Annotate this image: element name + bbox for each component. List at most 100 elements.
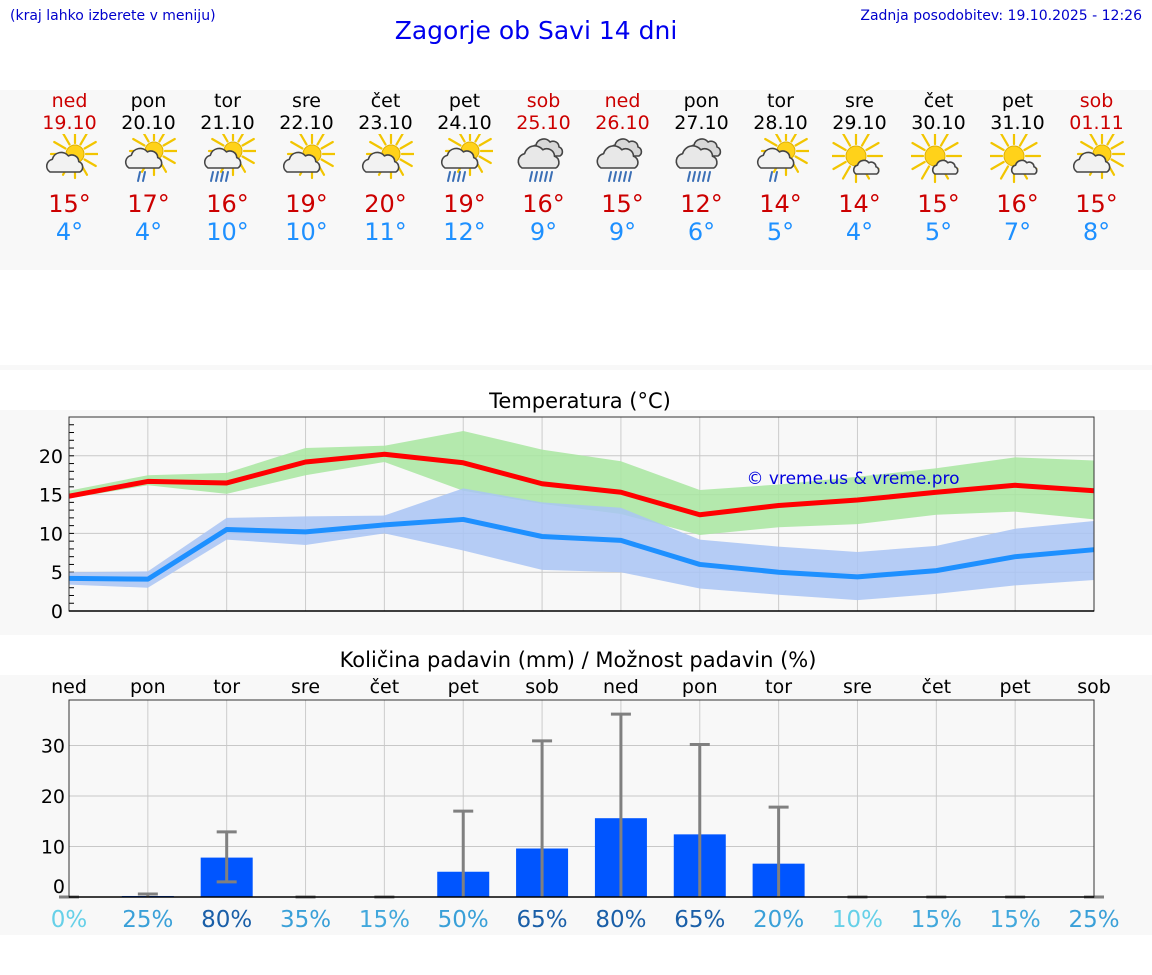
day-name: tor [767, 90, 794, 112]
tmax-line [68, 451, 1095, 518]
day-date: 24.10 [437, 112, 492, 134]
partly-cloudy-sun-light-rain-icon [124, 134, 177, 182]
forecast-day: tor 21.10 16° 10° [188, 90, 267, 246]
separator [0, 365, 1152, 370]
precipitation-day-label: ned [603, 676, 639, 698]
day-date: 01.11 [1069, 112, 1124, 134]
forecast-day: sob 25.10 16° 9° [504, 90, 583, 246]
min-temp: 9° [608, 218, 637, 246]
day-date: 30.10 [911, 112, 966, 134]
max-temp: 16° [996, 190, 1039, 218]
min-temp: 10° [206, 218, 249, 246]
precipitation-probability-label: 65% [517, 907, 568, 933]
precipitation-day-label: pet [1000, 676, 1031, 698]
precipitation-day-label: sob [1077, 676, 1111, 698]
weather-icon-holder [741, 134, 820, 190]
precipitation-day-label: sob [525, 676, 559, 698]
precipitation-probability-label: 10% [832, 907, 883, 933]
min-temp: 10° [285, 218, 328, 246]
sun-small-cloud-icon [989, 134, 1041, 184]
precipitation-probability-label: 0% [51, 907, 88, 933]
precipitation-day-label: sre [843, 676, 872, 698]
precipitation-y-tick-label: 20 [41, 786, 65, 808]
max-temp: 14° [838, 190, 881, 218]
forecast-day: sre 29.10 14° 4° [820, 90, 899, 246]
day-name: pon [130, 90, 167, 112]
page-title: Zagorje ob Savi 14 dni [394, 16, 678, 45]
day-name: pon [683, 90, 720, 112]
precipitation-day-label: pon [682, 676, 718, 698]
max-temp: 15° [1075, 190, 1118, 218]
day-name: sob [526, 90, 561, 112]
precipitation-day-label: pon [130, 676, 166, 698]
partly-cloudy-sun-icon [45, 134, 98, 180]
min-temp: 5° [766, 218, 795, 246]
day-date: 22.10 [279, 112, 334, 134]
precipitation-probability-label: 80% [201, 907, 252, 933]
temperature-chart: Temperatura (°C) 0 5 10 15 20 © vreme.us & vre… [39, 389, 1095, 623]
max-temp: 17° [127, 190, 170, 218]
day-date: 25.10 [516, 112, 571, 134]
day-date: 19.10 [42, 112, 97, 134]
min-temp: 12° [443, 218, 486, 246]
partly-cloudy-sun-rain-icon [203, 134, 256, 182]
partly-cloudy-sun-icon [1072, 134, 1125, 180]
temperature-y-tick-label: 10 [39, 523, 63, 545]
day-date: 21.10 [200, 112, 255, 134]
weather-icon-holder [583, 134, 662, 190]
weather-icon-holder [109, 134, 188, 190]
forecast-day: tor 28.10 14° 5° [741, 90, 820, 246]
precipitation-probability-label: 25% [1068, 907, 1119, 933]
precipitation-day-label: ned [51, 676, 87, 698]
forecast-day: čet 30.10 15° 5° [899, 90, 978, 246]
max-temp: 15° [917, 190, 960, 218]
precipitation-day-label: čet [922, 676, 952, 698]
max-temp: 19° [443, 190, 486, 218]
location-hint: (kraj lahko izberete v meniju) [10, 8, 216, 24]
day-name: tor [214, 90, 241, 112]
max-temp: 15° [48, 190, 91, 218]
weather-icon-holder [267, 134, 346, 190]
day-name: čet [370, 90, 401, 112]
weather-icon-holder [1057, 134, 1136, 190]
day-date: 27.10 [674, 112, 729, 134]
precipitation-probability-label: 50% [438, 907, 489, 933]
day-date: 31.10 [990, 112, 1045, 134]
forecast-strip: ned 19.10 15° 4° pon 20.10 17° 4° tor 21.10 16° 10°… [0, 90, 1152, 270]
day-name: pet [448, 90, 481, 112]
min-temp: 7° [1003, 218, 1032, 246]
day-name: čet [923, 90, 954, 112]
forecast-day: ned 19.10 15° 4° [30, 90, 109, 246]
day-date: 29.10 [832, 112, 887, 134]
temperature-y-tick-label: 20 [39, 446, 63, 468]
sun-small-cloud-icon [831, 134, 883, 184]
forecast-day: pet 24.10 19° 12° [425, 90, 504, 246]
precipitation-probability-label: 65% [674, 907, 725, 933]
max-temp: 12° [680, 190, 723, 218]
max-temp: 20° [364, 190, 407, 218]
tmax-range-band [69, 430, 1094, 535]
cloudy-rain-icon [595, 138, 642, 182]
day-date: 23.10 [358, 112, 413, 134]
partly-cloudy-sun-icon [282, 134, 335, 180]
weather-icon-holder [346, 134, 425, 190]
precipitation-day-label: sre [291, 676, 320, 698]
precipitation-y-tick-label: 30 [41, 735, 65, 757]
precipitation-probability-label: 25% [122, 907, 173, 933]
min-temp: 6° [687, 218, 716, 246]
weather-icon-holder [30, 134, 109, 190]
max-temp: 14° [759, 190, 802, 218]
day-date: 28.10 [753, 112, 808, 134]
precipitation-day-label: tor [213, 676, 240, 698]
temperature-y-tick-label: 15 [39, 485, 63, 507]
precipitation-probability-label: 80% [595, 907, 646, 933]
max-temp: 19° [285, 190, 328, 218]
forecast-day: sob 01.11 15° 8° [1057, 90, 1136, 246]
weather-icon-holder [978, 134, 1057, 190]
forecast-day: pet 31.10 16° 7° [978, 90, 1057, 246]
day-name: ned [604, 90, 641, 112]
precipitation-day-label: čet [370, 676, 400, 698]
weather-icon-holder [820, 134, 899, 190]
min-temp: 4° [134, 218, 163, 246]
precipitation-probability-label: 15% [359, 907, 410, 933]
